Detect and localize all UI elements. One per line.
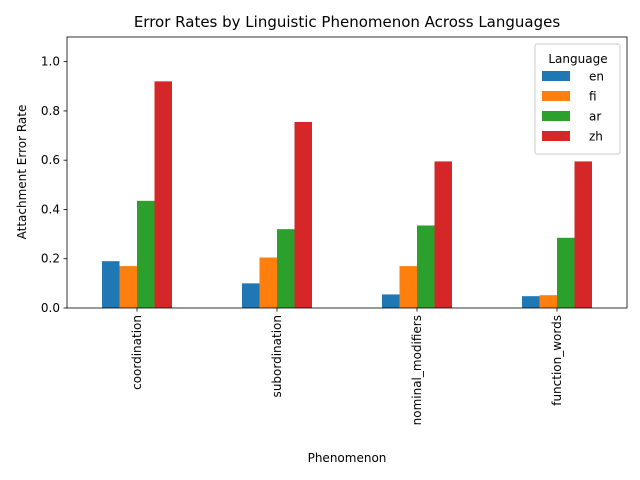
y-tick-label: 0.0 — [41, 301, 60, 315]
legend-swatch-zh — [542, 131, 570, 141]
bar-zh-subordination — [294, 122, 312, 308]
bar-zh-function_words — [574, 161, 592, 308]
x-axis-ticks: coordination subordination nominal_modifie… — [130, 308, 564, 425]
x-axis-label: Phenomenon — [308, 451, 387, 465]
y-tick-label: 0.6 — [41, 153, 60, 167]
bars-group — [102, 81, 592, 308]
bar-ar-subordination — [277, 229, 295, 308]
bar-en-subordination — [242, 283, 260, 308]
legend-label-fi: fi — [589, 90, 597, 104]
x-tick-label-coordination: coordination — [130, 315, 144, 390]
y-axis-ticks: 0.0 0.2 0.4 0.6 0.8 1.0 — [41, 55, 67, 315]
x-tick-label-nominal_modifiers: nominal_modifiers — [410, 315, 424, 425]
y-tick-label: 0.4 — [41, 202, 60, 216]
bar-ar-function_words — [557, 237, 575, 308]
legend-label-zh: zh — [589, 130, 603, 144]
legend-label-en: en — [589, 70, 604, 84]
legend-label-ar: ar — [589, 110, 601, 124]
bar-en-function_words — [522, 296, 540, 308]
legend-title: Language — [548, 52, 607, 66]
bar-fi-function_words — [539, 295, 557, 308]
bar-fi-nominal_modifiers — [399, 266, 417, 308]
chart-title: Error Rates by Linguistic Phenomenon Acr… — [134, 13, 561, 31]
bar-zh-nominal_modifiers — [434, 161, 452, 308]
y-axis-label: Attachment Error Rate — [15, 105, 29, 240]
bar-en-nominal_modifiers — [382, 294, 400, 308]
x-tick-label-subordination: subordination — [270, 315, 284, 397]
legend-swatch-en — [542, 71, 570, 81]
y-tick-label: 1.0 — [41, 55, 60, 69]
y-tick-label: 0.2 — [41, 252, 60, 266]
plot-frame — [66, 36, 628, 309]
legend-swatch-ar — [542, 111, 570, 121]
y-tick-label: 0.8 — [41, 104, 60, 118]
x-tick-label-function_words: function_words — [550, 315, 564, 406]
bar-ar-coordination — [137, 200, 155, 308]
legend: Language en fi ar zh — [534, 43, 621, 155]
bar-ar-nominal_modifiers — [417, 225, 435, 308]
bar-fi-coordination — [119, 266, 137, 308]
bar-zh-coordination — [154, 81, 172, 308]
legend-swatch-fi — [542, 91, 570, 101]
bar-en-coordination — [102, 261, 120, 308]
bar-fi-subordination — [259, 257, 277, 308]
